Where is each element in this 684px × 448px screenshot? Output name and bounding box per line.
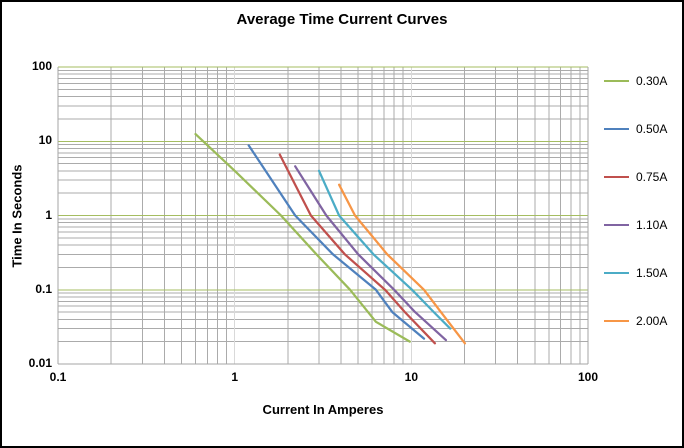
legend-line-swatch (604, 272, 629, 274)
y-axis-title: Time In Seconds (9, 164, 25, 268)
y-tick-label: 10 (38, 133, 52, 148)
series-line-0.50A (247, 144, 426, 340)
y-tick-label: 0.01 (28, 356, 52, 370)
legend-label: 2.00A (636, 314, 668, 328)
chart-title: Average Time Current Curves (236, 11, 448, 28)
x-axis-title: Current In Amperes (262, 402, 384, 417)
legend-item-2.00A: 2.00A (604, 312, 667, 330)
legend-label: 0.75A (636, 170, 668, 184)
legend-label: 0.50A (636, 122, 668, 136)
y-tick-label: 1 (45, 207, 52, 222)
legend-label: 0.30A (636, 74, 668, 88)
y-tick-label: 100 (31, 59, 52, 73)
legend-line-swatch (604, 176, 629, 178)
y-tick-label: 0.1 (35, 281, 52, 296)
legend-item-1.10A: 1.10A (604, 216, 667, 234)
legend-label: 1.50A (636, 266, 668, 280)
x-tick-label: 10 (404, 370, 419, 384)
legend-line-swatch (604, 128, 629, 130)
series-line-1.10A (294, 165, 448, 342)
legend-line-swatch (604, 80, 629, 82)
legend-item-0.75A: 0.75A (604, 168, 667, 186)
legend-item-0.30A: 0.30A (604, 72, 667, 90)
legend-line-swatch (604, 224, 629, 226)
legend-item-0.50A: 0.50A (604, 120, 667, 138)
x-tick-label: 0.1 (49, 370, 67, 384)
series-line-0.75A (278, 153, 437, 345)
series-line-0.30A (194, 132, 411, 343)
series-line-2.00A (337, 183, 467, 345)
legend-label: 1.10A (636, 218, 668, 232)
legend-item-1.50A: 1.50A (604, 264, 667, 282)
series-line-1.50A (317, 169, 452, 330)
legend-line-swatch (604, 320, 629, 322)
x-tick-label: 1 (231, 370, 238, 384)
x-tick-label: 100 (577, 370, 599, 384)
